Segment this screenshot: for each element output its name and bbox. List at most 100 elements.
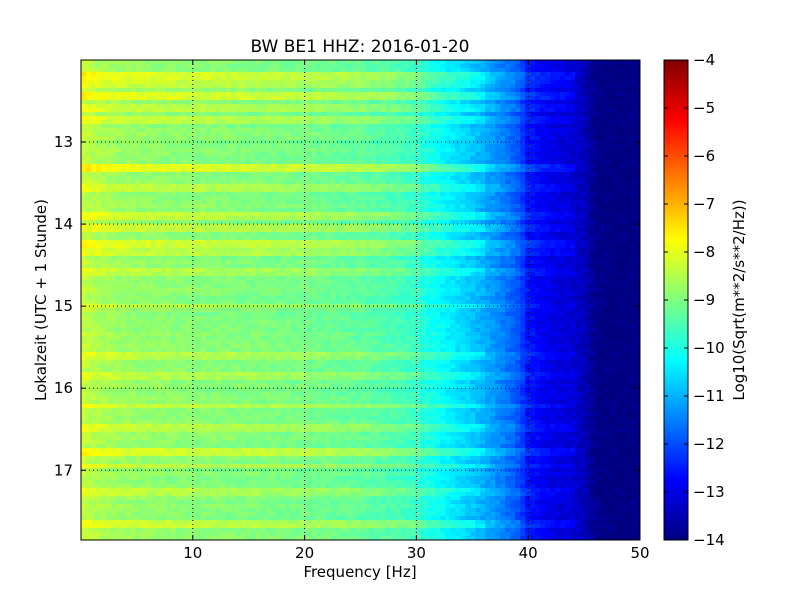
heatmap-cell bbox=[540, 196, 546, 201]
heatmap-cell bbox=[625, 136, 631, 141]
heatmap-cell bbox=[225, 128, 232, 133]
heatmap-cell bbox=[600, 92, 606, 97]
heatmap-cell bbox=[545, 120, 551, 125]
heatmap-cell bbox=[350, 120, 357, 125]
heatmap-cell bbox=[115, 184, 122, 189]
heatmap-cell bbox=[600, 188, 606, 193]
heatmap-cell bbox=[220, 176, 227, 181]
heatmap-cell bbox=[240, 216, 247, 221]
heatmap-cell bbox=[200, 228, 207, 233]
heatmap-cell bbox=[445, 120, 451, 125]
heatmap-cell bbox=[475, 164, 481, 169]
heatmap-cell bbox=[625, 152, 631, 157]
heatmap-cell bbox=[495, 72, 501, 77]
heatmap-cell bbox=[320, 76, 327, 81]
heatmap-cell bbox=[515, 152, 521, 157]
heatmap-cell bbox=[105, 184, 112, 189]
heatmap-cell bbox=[455, 100, 461, 105]
heatmap-cell bbox=[390, 196, 397, 201]
heatmap-cell bbox=[315, 64, 322, 69]
heatmap-cell bbox=[180, 68, 187, 73]
heatmap-cell bbox=[200, 128, 207, 133]
heatmap-cell bbox=[635, 176, 640, 181]
heatmap-cell bbox=[285, 208, 292, 213]
heatmap-cell bbox=[620, 64, 626, 69]
heatmap-cell bbox=[155, 152, 162, 157]
heatmap-cell bbox=[110, 100, 117, 105]
heatmap-cell bbox=[320, 68, 327, 73]
heatmap-cell bbox=[240, 80, 247, 85]
heatmap-cell bbox=[320, 152, 327, 157]
heatmap-cell bbox=[350, 124, 357, 129]
heatmap-cell bbox=[145, 124, 152, 129]
heatmap-cell bbox=[165, 92, 172, 97]
heatmap-cell bbox=[575, 212, 581, 217]
heatmap-cell bbox=[180, 108, 187, 113]
heatmap-cell bbox=[485, 124, 491, 129]
heatmap-cell bbox=[625, 212, 631, 217]
heatmap-cell bbox=[370, 164, 377, 169]
heatmap-cell bbox=[260, 176, 267, 181]
heatmap-cell bbox=[380, 116, 387, 121]
heatmap-cell bbox=[575, 144, 581, 149]
heatmap-cell bbox=[590, 76, 596, 81]
heatmap-cell bbox=[630, 168, 636, 173]
heatmap-cell bbox=[375, 100, 382, 105]
heatmap-cell bbox=[580, 68, 586, 73]
heatmap-cell bbox=[360, 204, 367, 209]
heatmap-cell bbox=[470, 116, 476, 121]
heatmap-cell bbox=[165, 192, 172, 197]
heatmap-cell bbox=[205, 68, 212, 73]
heatmap-cell bbox=[595, 216, 601, 221]
heatmap-cell bbox=[280, 140, 287, 145]
heatmap-cell bbox=[605, 120, 611, 125]
heatmap-cell bbox=[370, 136, 377, 141]
heatmap-cell bbox=[465, 128, 471, 133]
heatmap-cell bbox=[81, 204, 87, 209]
heatmap-cell bbox=[455, 208, 461, 213]
heatmap-cell bbox=[605, 68, 611, 73]
heatmap-cell bbox=[90, 160, 97, 165]
heatmap-cell bbox=[240, 72, 247, 77]
heatmap-cell bbox=[400, 136, 407, 141]
heatmap-cell bbox=[540, 84, 546, 89]
heatmap-cell bbox=[395, 224, 402, 229]
heatmap-cell bbox=[210, 224, 217, 229]
heatmap-cell bbox=[90, 92, 97, 97]
heatmap-cell bbox=[405, 100, 412, 105]
heatmap-cell bbox=[285, 72, 292, 77]
heatmap-cell bbox=[615, 232, 621, 237]
heatmap-cell bbox=[420, 220, 426, 225]
heatmap-cell bbox=[475, 112, 481, 117]
heatmap-cell bbox=[195, 228, 202, 233]
heatmap-cell bbox=[540, 104, 546, 109]
heatmap-cell bbox=[375, 208, 382, 213]
heatmap-cell bbox=[90, 100, 97, 105]
heatmap-cell bbox=[120, 88, 127, 93]
heatmap-cell bbox=[100, 168, 107, 173]
heatmap-cell bbox=[335, 216, 342, 221]
heatmap-cell bbox=[440, 228, 446, 233]
heatmap-cell bbox=[270, 164, 277, 169]
heatmap-cell bbox=[620, 112, 626, 117]
heatmap-cell bbox=[170, 80, 177, 85]
heatmap-cell bbox=[305, 112, 312, 117]
heatmap-cell bbox=[430, 88, 436, 93]
heatmap-cell bbox=[120, 128, 127, 133]
heatmap-cell bbox=[350, 136, 357, 141]
heatmap-cell bbox=[450, 212, 456, 217]
heatmap-cell bbox=[510, 80, 516, 85]
heatmap-cell bbox=[405, 228, 412, 233]
heatmap-cell bbox=[260, 172, 267, 177]
heatmap-cell bbox=[265, 220, 272, 225]
heatmap-cell bbox=[425, 212, 431, 217]
heatmap-cell bbox=[95, 108, 102, 113]
heatmap-cell bbox=[365, 96, 372, 101]
heatmap-cell bbox=[530, 76, 536, 81]
heatmap-cell bbox=[335, 120, 342, 125]
heatmap-cell bbox=[385, 200, 392, 205]
heatmap-cell bbox=[315, 204, 322, 209]
heatmap-cell bbox=[420, 148, 426, 153]
heatmap-cell bbox=[485, 140, 491, 145]
heatmap-cell bbox=[395, 180, 402, 185]
